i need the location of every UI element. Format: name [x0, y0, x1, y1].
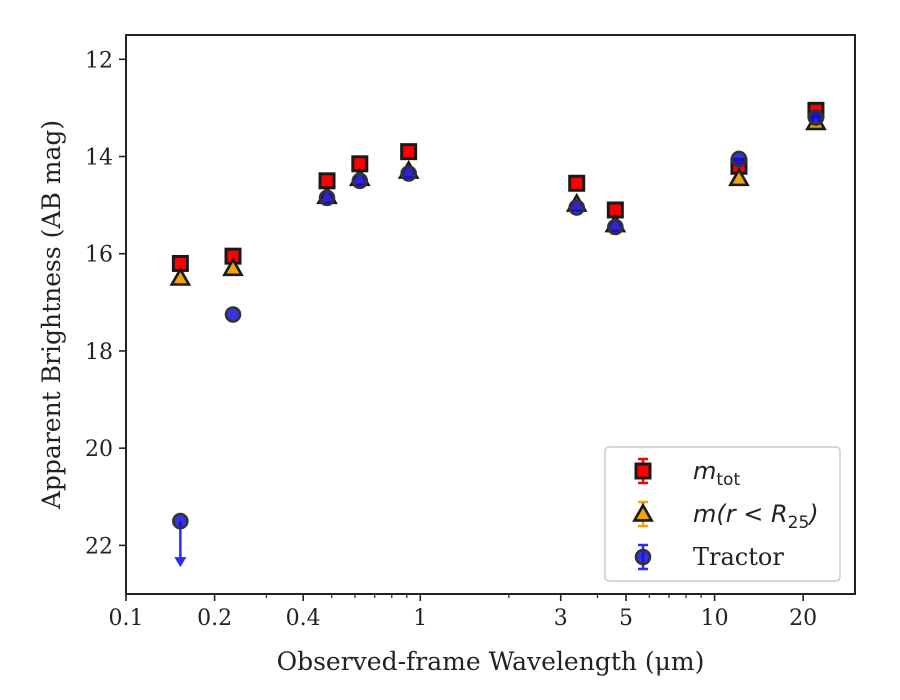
data-point-circle: [400, 165, 417, 182]
x-axis-label: Observed-frame Wavelength (μm): [277, 647, 705, 676]
legend-label: m(r < R25): [693, 500, 819, 533]
legend-box: [604, 446, 841, 582]
x-tick-label: 0.2: [197, 606, 232, 631]
series-circle: [172, 109, 825, 568]
x-tick-label: 10: [701, 606, 729, 631]
y-tick-label: 16: [85, 243, 113, 268]
data-point-circle: [807, 109, 825, 126]
legend-label: mtot: [693, 457, 740, 490]
data-point-circle: [172, 512, 189, 530]
data-point-triangle: [169, 266, 192, 286]
x-tick-label: 0.1: [109, 606, 144, 631]
data-point-circle: [607, 218, 624, 236]
data-point-circle: [568, 199, 586, 216]
x-tick-label: 3: [554, 606, 568, 631]
plot-border: [125, 34, 856, 595]
x-tick-label: 20: [789, 606, 817, 631]
legend: mtot m(r < R25) Tractor: [604, 446, 841, 582]
y-tick-label: 12: [85, 48, 113, 73]
data-point-triangle: [222, 257, 244, 277]
series-square: [171, 101, 825, 272]
data-point-circle: [730, 150, 748, 168]
data-point-triangle: [728, 167, 750, 187]
series-triangle: [169, 111, 827, 286]
x-tick-label: 1: [413, 606, 427, 631]
data-point-circle: [224, 306, 242, 323]
y-tick-label: 20: [85, 437, 113, 462]
plot-frame: [125, 34, 856, 595]
x-tick-label: 0.4: [286, 606, 321, 631]
legend-label: Tractor: [693, 543, 784, 571]
y-axis-label: Apparent Brightness (AB mag): [37, 120, 66, 510]
y-tick-label: 18: [85, 340, 113, 365]
legend-marker-circle: [634, 548, 652, 566]
data-point-circle: [351, 172, 369, 190]
data-point-circle: [318, 189, 336, 207]
upper-limit-arrowhead: [174, 557, 187, 568]
data-points: [169, 101, 827, 568]
y-tick-label: 14: [85, 146, 113, 171]
legend-marker-square: [634, 462, 652, 480]
x-tick-label: 5: [619, 606, 633, 631]
data-point-square: [400, 143, 418, 161]
data-point-square: [568, 174, 586, 192]
x-axis-ticks: 0.1 0.2 0.4 1 3 5 10 20: [109, 594, 817, 631]
legend-marker-triangle: [632, 502, 654, 522]
y-tick-label: 22: [85, 534, 113, 559]
y-axis-ticks: 12 14 16 18 20 22: [85, 48, 126, 559]
